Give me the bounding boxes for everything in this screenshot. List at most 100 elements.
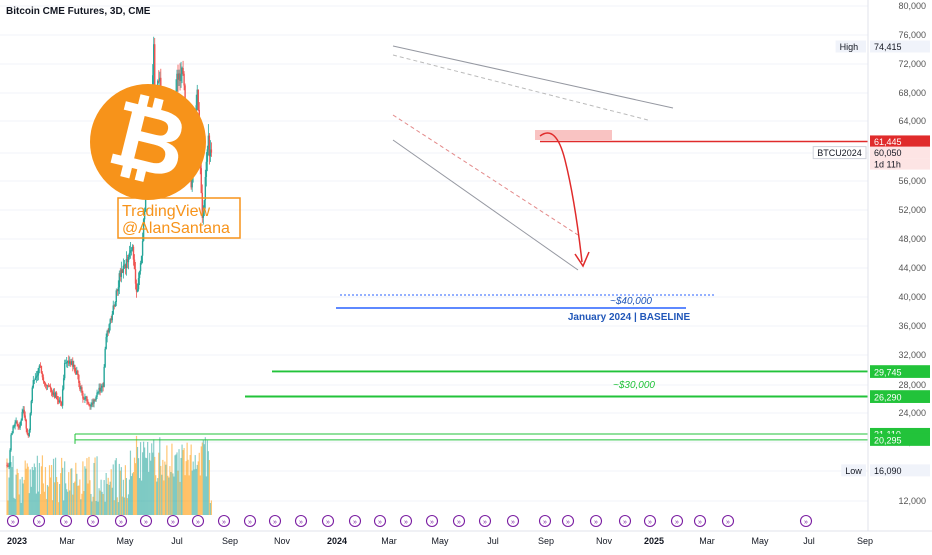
candle-body	[143, 211, 146, 220]
volume-bar	[202, 440, 204, 515]
candle-body	[50, 388, 53, 392]
volume-bar	[177, 470, 179, 515]
volume-bar	[133, 457, 136, 515]
volume-bar	[152, 452, 154, 515]
volume-bar	[11, 467, 13, 515]
candle-body	[86, 396, 88, 402]
candle-body	[22, 409, 24, 412]
volume-bar	[83, 491, 85, 515]
volume-bar	[21, 476, 23, 515]
volume-bar	[120, 467, 122, 515]
event-icon: »	[561, 514, 575, 528]
volume-bar	[185, 461, 187, 515]
volume-bar	[131, 473, 134, 515]
volume-bar	[15, 474, 17, 515]
volume-bar	[128, 479, 131, 515]
volume-bar	[179, 481, 181, 515]
y-tick-label: 76,000	[898, 30, 926, 40]
candle-body	[181, 68, 183, 75]
volume-bar	[208, 460, 210, 515]
volume-bar	[109, 481, 111, 515]
volume-bar	[28, 493, 30, 515]
volume-bar	[139, 442, 142, 515]
x-tick-label: May	[116, 536, 134, 546]
candle-body	[98, 387, 100, 393]
candle-body	[16, 421, 18, 425]
event-circle	[425, 514, 439, 528]
candle-body	[118, 273, 121, 288]
candle-body	[110, 319, 112, 321]
y-tick-label: 40,000	[898, 292, 926, 302]
volume-bar	[203, 444, 205, 515]
price-tag-last-prefix: BTCU2024	[817, 148, 862, 158]
price-tag-extreme-bg	[870, 40, 930, 53]
x-tick-label: Nov	[596, 536, 613, 546]
candle-body	[113, 305, 115, 307]
x-tick-label: May	[431, 536, 449, 546]
candle-body	[34, 377, 37, 380]
candle-body	[39, 365, 42, 367]
candle-body	[28, 430, 30, 436]
volume-bar	[157, 478, 159, 515]
event-icon: »	[373, 514, 387, 528]
volume-bar	[13, 497, 15, 515]
candle-body	[60, 401, 63, 406]
volume-bar	[184, 475, 186, 515]
volume-bar	[6, 458, 8, 515]
volume-bar	[25, 468, 27, 515]
candle-body	[105, 337, 107, 349]
candle-body	[55, 392, 58, 400]
price-tag-last-prefix-bg	[812, 146, 867, 160]
price-tag-extreme-prefix-bg	[841, 464, 866, 477]
volume-bar	[35, 493, 37, 515]
volume-bar	[52, 458, 55, 515]
volume-bar	[186, 442, 188, 515]
wedge-mid-line	[392, 114, 579, 236]
event-circle	[294, 514, 308, 528]
volume-bar	[73, 482, 75, 515]
event-glyph: »	[222, 519, 226, 526]
volume-bar	[37, 491, 39, 515]
volume-bar	[145, 457, 147, 515]
candle-body	[94, 399, 96, 401]
volume-bar	[166, 445, 168, 515]
candle-body	[76, 370, 78, 375]
candle-body	[119, 273, 122, 277]
volume-bar	[33, 463, 35, 515]
y-tick-label: 28,000	[898, 380, 926, 390]
price-tag-last-bg	[870, 146, 930, 159]
event-circle	[217, 514, 231, 528]
candle-body	[18, 426, 20, 428]
event-glyph: »	[273, 519, 277, 526]
volume-bar	[102, 494, 104, 515]
candle-body	[129, 250, 132, 253]
candle-body	[83, 398, 85, 400]
volume-bar	[168, 477, 170, 515]
chart-title: Bitcoin CME Futures, 3D, CME	[6, 6, 151, 17]
volume-bar	[22, 483, 24, 515]
volume-bar	[160, 465, 162, 515]
volume-bar	[197, 461, 199, 515]
event-glyph: »	[11, 519, 15, 526]
candle-body	[67, 360, 69, 363]
candle-body	[91, 402, 93, 405]
event-icon: »	[294, 514, 308, 528]
candle-body	[133, 259, 136, 270]
candle-body	[9, 450, 11, 466]
candle-body	[41, 373, 44, 378]
candle-body	[40, 365, 43, 374]
candle-body	[108, 324, 110, 333]
volume-bar	[79, 479, 81, 515]
volume-bar	[36, 455, 38, 515]
volume-bar	[85, 468, 87, 515]
volume-bar	[49, 477, 52, 515]
candle-body	[25, 419, 27, 429]
candle-body	[138, 271, 141, 279]
volume-bar	[9, 465, 11, 515]
volume-bar	[178, 449, 180, 515]
volume-bar	[44, 467, 47, 515]
volume-bar	[130, 476, 133, 515]
candle-body	[123, 264, 126, 266]
candle-body	[130, 250, 133, 252]
